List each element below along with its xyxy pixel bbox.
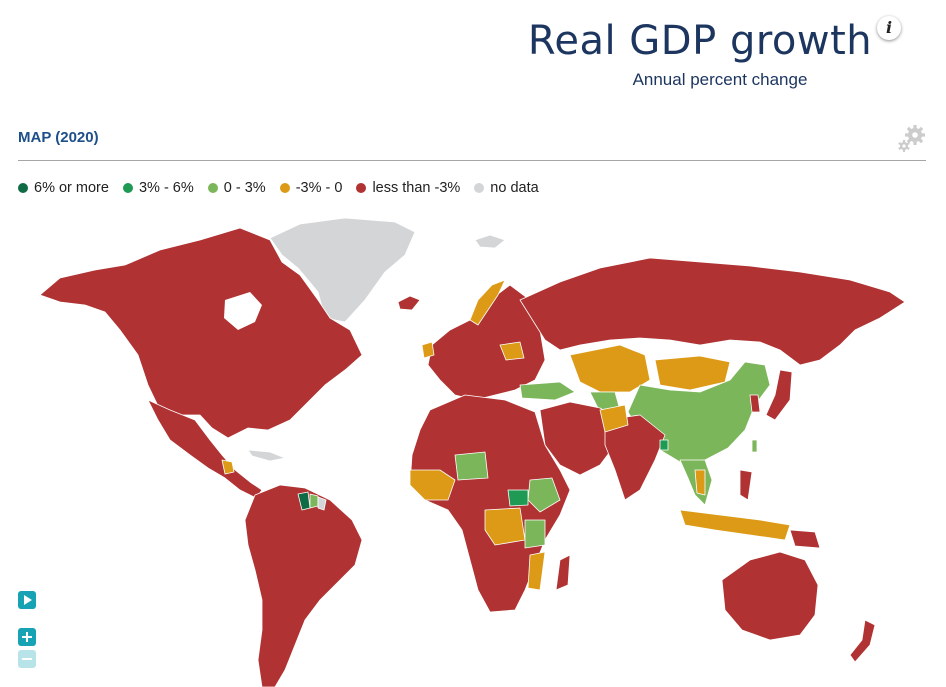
- legend-swatch: [122, 183, 133, 193]
- region-taiwan: [751, 439, 758, 453]
- region-svalbard: [474, 234, 506, 249]
- region-fr-guiana: [317, 496, 327, 511]
- region-cuba: [247, 449, 286, 462]
- region-hudson-bay: [224, 292, 262, 330]
- region-guatemala: [221, 459, 235, 475]
- legend-label: 6% or more: [34, 180, 109, 196]
- region-madagascar: [555, 554, 571, 591]
- legend-item-6-or-more[interactable]: 6% or more: [18, 180, 109, 196]
- legend-item-minus3-to-0[interactable]: -3% - 0: [279, 180, 343, 196]
- region-india: [604, 414, 666, 501]
- legend-swatch: [356, 183, 367, 193]
- region-iceland: [397, 295, 421, 311]
- region-west-africa: [409, 469, 456, 501]
- legend-item-3-to-6[interactable]: 3% - 6%: [122, 180, 194, 196]
- zoom-in-button[interactable]: [18, 628, 36, 646]
- region-bangladesh: [659, 439, 669, 451]
- region-south-america: [244, 484, 363, 687]
- region-thailand: [694, 469, 706, 496]
- legend-label: 3% - 6%: [138, 180, 194, 196]
- region-suriname: [309, 493, 319, 509]
- play-button[interactable]: [18, 591, 36, 609]
- gear-icon[interactable]: [896, 124, 926, 154]
- legend-swatch: [18, 183, 28, 193]
- region-philippines: [739, 469, 753, 501]
- section-label: MAP (2020): [18, 129, 99, 146]
- section-divider: [18, 160, 926, 161]
- region-niger-area: [454, 451, 489, 481]
- zoom-out-icon: [22, 658, 32, 660]
- world-map[interactable]: [0, 210, 946, 687]
- region-greenland: [269, 217, 416, 323]
- legend-label: 0 - 3%: [223, 180, 266, 196]
- region-norway: [469, 279, 506, 326]
- info-button[interactable]: i: [877, 16, 901, 40]
- region-korea: [749, 394, 761, 413]
- region-australia: [721, 551, 819, 641]
- region-south-sudan: [507, 489, 529, 507]
- region-ireland: [421, 341, 435, 359]
- zoom-out-button[interactable]: [18, 650, 36, 668]
- legend-swatch: [279, 183, 290, 193]
- region-new-zealand: [849, 619, 876, 663]
- legend-item-less-than-minus3[interactable]: less than -3%: [356, 180, 460, 196]
- region-mozambique: [527, 551, 546, 591]
- region-japan: [765, 369, 793, 421]
- region-turkey: [519, 381, 576, 401]
- region-kazakhstan: [569, 344, 651, 393]
- legend-swatch: [207, 183, 218, 193]
- play-icon: [24, 595, 32, 605]
- region-russia: [519, 257, 906, 366]
- region-north-america: [39, 227, 363, 439]
- legend-label: -3% - 0: [295, 180, 343, 196]
- map-title: Real GDP growth: [527, 18, 873, 64]
- region-indonesia: [679, 509, 791, 541]
- zoom-in-icon: [22, 632, 32, 642]
- map-subtitle: Annual percent change: [632, 70, 808, 89]
- region-middle-east: [539, 401, 621, 476]
- region-drc: [484, 507, 526, 546]
- region-png: [789, 529, 821, 549]
- legend-item-no-data[interactable]: no data: [474, 180, 539, 196]
- legend-swatch: [474, 183, 485, 193]
- legend-label: less than -3%: [372, 180, 461, 196]
- region-tanzania: [524, 519, 546, 549]
- region-poland: [499, 341, 525, 361]
- legend-label: no data: [490, 180, 539, 196]
- legend-item-0-to-3[interactable]: 0 - 3%: [207, 180, 266, 196]
- legend: 6% or more 3% - 6% 0 - 3% -3% - 0 less t…: [18, 180, 553, 196]
- region-pakistan: [599, 404, 629, 433]
- info-icon: i: [885, 18, 893, 37]
